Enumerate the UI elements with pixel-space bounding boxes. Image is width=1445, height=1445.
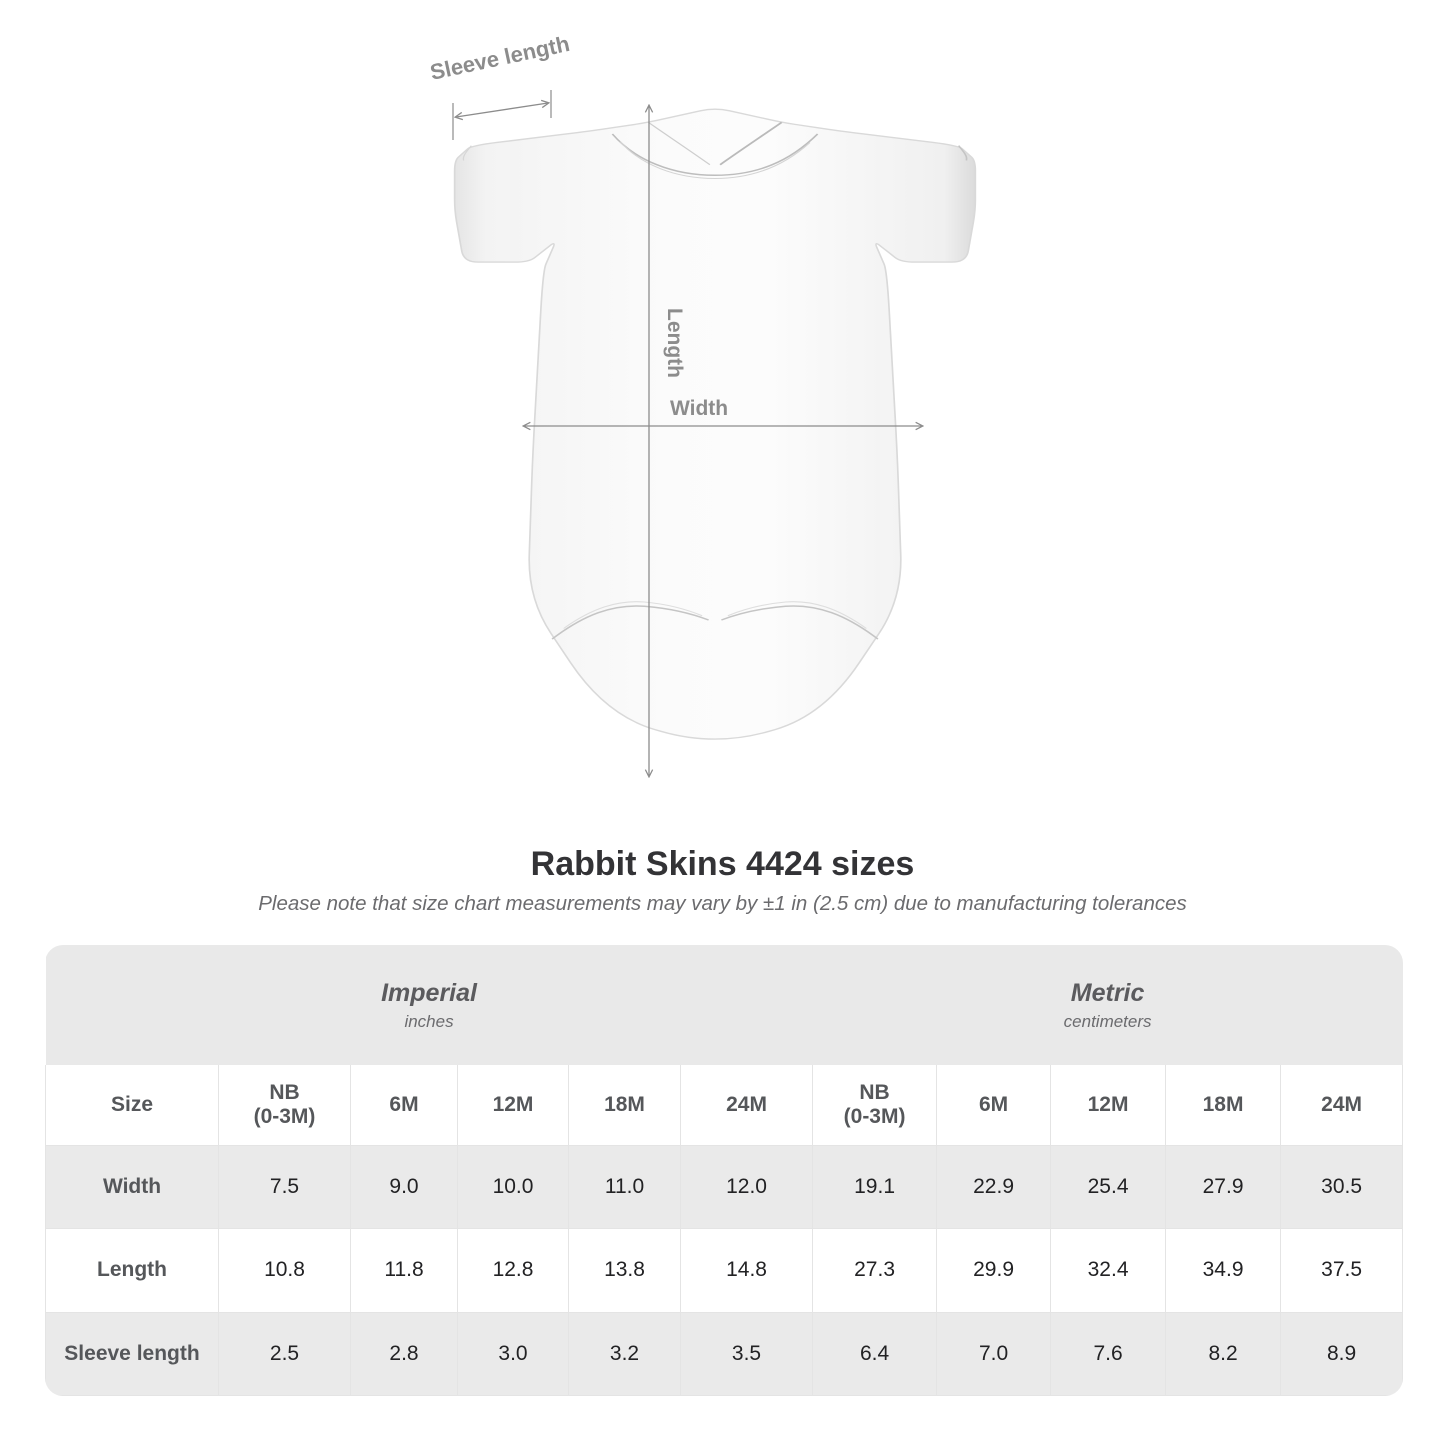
svg-text:Sleeve length: Sleeve length [428, 31, 572, 85]
svg-text:Length: Length [663, 308, 686, 378]
svg-text:Width: Width [670, 397, 728, 420]
